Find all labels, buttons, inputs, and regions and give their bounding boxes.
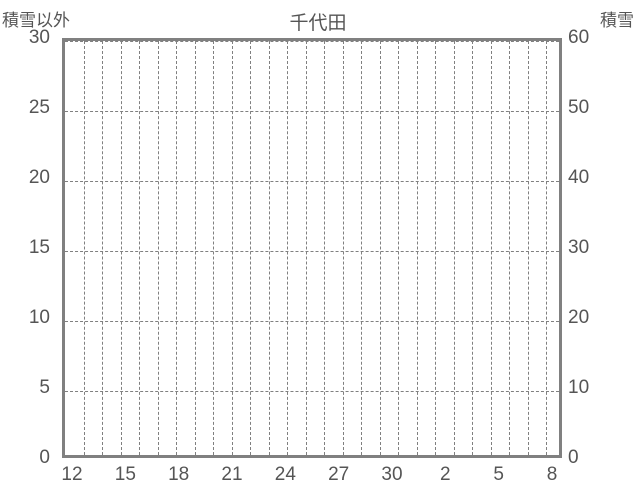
horizontal-gridline-6 bbox=[65, 41, 559, 42]
vertical-gridline-23 bbox=[491, 41, 492, 455]
vertical-gridline-2 bbox=[102, 41, 103, 455]
right-axis-tick-30: 30 bbox=[568, 237, 589, 259]
vertical-gridline-14 bbox=[324, 41, 325, 455]
vertical-gridline-7 bbox=[195, 41, 196, 455]
horizontal-gridline-4 bbox=[65, 181, 559, 182]
x-axis-tick-5: 5 bbox=[493, 464, 504, 486]
left-axis-tick-5: 5 bbox=[39, 377, 50, 399]
vertical-gridline-4 bbox=[139, 41, 140, 455]
vertical-gridline-13 bbox=[306, 41, 307, 455]
vertical-gridline-18 bbox=[398, 41, 399, 455]
plot-area bbox=[62, 38, 562, 458]
left-axis-tick-0: 0 bbox=[39, 447, 50, 469]
vertical-gridline-16 bbox=[361, 41, 362, 455]
x-axis-tick-15: 15 bbox=[115, 464, 136, 486]
vertical-gridline-22 bbox=[472, 41, 473, 455]
vertical-gridline-19 bbox=[417, 41, 418, 455]
left-axis-tick-15: 15 bbox=[29, 237, 50, 259]
left-axis-tick-30: 30 bbox=[29, 27, 50, 49]
left-axis-tick-25: 25 bbox=[29, 97, 50, 119]
x-axis: 12 15 18 21 24 27 30 2 5 8 bbox=[62, 458, 562, 488]
vertical-gridline-26 bbox=[546, 41, 547, 455]
vertical-gridline-6 bbox=[176, 41, 177, 455]
right-axis-label: 積雪 bbox=[600, 6, 634, 31]
vertical-gridline-11 bbox=[269, 41, 270, 455]
right-axis-tick-60: 60 bbox=[568, 27, 589, 49]
left-axis-tick-10: 10 bbox=[29, 307, 50, 329]
x-axis-tick-27: 27 bbox=[328, 464, 349, 486]
horizontal-gridline-5 bbox=[65, 111, 559, 112]
vertical-gridline-5 bbox=[158, 41, 159, 455]
horizontal-gridline-1 bbox=[65, 391, 559, 392]
vertical-gridline-9 bbox=[232, 41, 233, 455]
left-y-axis: 30 25 20 15 10 5 0 bbox=[0, 38, 56, 458]
horizontal-gridline-2 bbox=[65, 321, 559, 322]
x-axis-tick-12: 12 bbox=[61, 464, 82, 486]
right-axis-tick-50: 50 bbox=[568, 97, 589, 119]
x-axis-tick-24: 24 bbox=[275, 464, 296, 486]
vertical-gridline-12 bbox=[287, 41, 288, 455]
vertical-gridline-21 bbox=[454, 41, 455, 455]
right-axis-tick-0: 0 bbox=[568, 447, 579, 469]
left-axis-tick-20: 20 bbox=[29, 167, 50, 189]
vertical-gridline-20 bbox=[435, 41, 436, 455]
vertical-gridline-1 bbox=[84, 41, 85, 455]
x-axis-tick-30: 30 bbox=[381, 464, 402, 486]
right-axis-tick-10: 10 bbox=[568, 377, 589, 399]
vertical-gridline-3 bbox=[121, 41, 122, 455]
right-axis-tick-20: 20 bbox=[568, 307, 589, 329]
vertical-gridline-24 bbox=[509, 41, 510, 455]
right-axis-tick-40: 40 bbox=[568, 167, 589, 189]
vertical-gridline-8 bbox=[213, 41, 214, 455]
vertical-gridline-15 bbox=[343, 41, 344, 455]
x-axis-tick-21: 21 bbox=[221, 464, 242, 486]
horizontal-gridline-3 bbox=[65, 251, 559, 252]
right-y-axis: 60 50 40 30 20 10 0 bbox=[562, 38, 618, 458]
weather-chart: 千代田 積雪以外 積雪 30 25 20 15 10 5 0 60 50 40 30 20 10 0 1… bbox=[0, 0, 636, 501]
vertical-gridline-25 bbox=[528, 41, 529, 455]
x-axis-tick-2: 2 bbox=[440, 464, 451, 486]
chart-title: 千代田 bbox=[0, 8, 636, 35]
vertical-gridline-17 bbox=[380, 41, 381, 455]
x-axis-tick-18: 18 bbox=[168, 464, 189, 486]
x-axis-tick-8: 8 bbox=[547, 464, 558, 486]
vertical-gridline-10 bbox=[250, 41, 251, 455]
